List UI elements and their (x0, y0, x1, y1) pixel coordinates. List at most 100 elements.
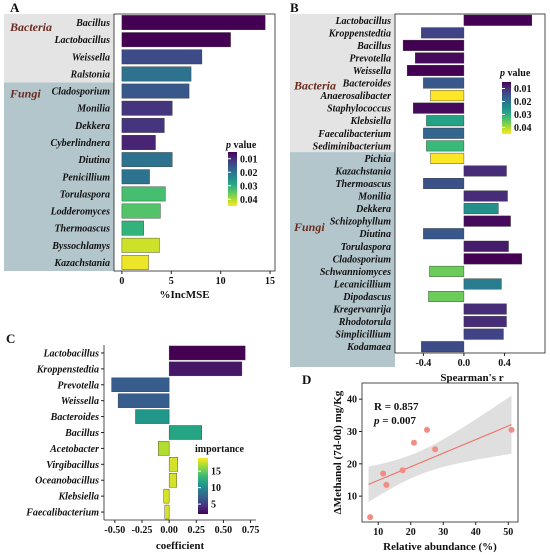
bar-weissella (406, 65, 465, 76)
data-point (383, 481, 390, 488)
bar-schwanniomyces (429, 265, 465, 277)
bar-dipodascus (428, 291, 465, 302)
bar-thermoascus (423, 178, 465, 189)
category-label: Lodderomyces (50, 207, 111, 218)
bar-lactobacillus (121, 32, 231, 48)
colorbar (198, 458, 208, 514)
x-tick-label: -0.4 (415, 358, 431, 369)
panel-d: D 10 20 30 40 50 10 20 30 40 Relative abundance (%… (302, 372, 519, 553)
category-label: Thermoascus (335, 179, 391, 190)
bar-bacteroides (135, 409, 170, 424)
colorbar-tick-label: 5 (211, 500, 216, 511)
bar-weissella (121, 49, 203, 65)
category-label: Bacillus (356, 41, 391, 52)
data-point (399, 467, 406, 474)
group-band (4, 82, 114, 272)
x-tick-label: 10 (216, 276, 226, 287)
bar-kroppenstedtia (421, 27, 465, 39)
bar-bacillus (168, 425, 202, 440)
data-point (432, 446, 439, 453)
category-label: Lactobacillus (53, 35, 110, 46)
bar-thermoascus (121, 220, 144, 236)
x-tick-label: 10 (373, 527, 383, 538)
category-label: Bacteroides (50, 412, 99, 423)
legend-title-rest: value (505, 68, 531, 79)
category-label: Thermoascus (54, 224, 110, 235)
bar-dekkera (121, 117, 165, 133)
category-label: Kazachstania (334, 166, 391, 177)
bar-ralstonia (121, 66, 192, 82)
bar-faecalibacterium (423, 127, 465, 139)
colorbar-tick-label: 0.01 (240, 154, 258, 165)
group-label: Fungi (9, 87, 41, 101)
bar-dekkera (463, 203, 499, 215)
annotation-p-symbol: p (373, 415, 380, 427)
category-label: Faecalibacterium (25, 508, 99, 519)
category-label: Pichia (364, 154, 391, 165)
bar-diutina (423, 228, 465, 240)
group-band (4, 14, 114, 83)
annotation-p-value: = 0.007 (380, 415, 417, 427)
category-label: Diutina (77, 155, 110, 166)
category-label: Simplicillium (335, 330, 391, 341)
category-label: Dekkera (355, 204, 391, 215)
category-label: Prevotella (57, 380, 99, 391)
bar-bacteroides (423, 77, 465, 89)
group-band (290, 152, 395, 367)
category-label: Schwanniomyces (320, 267, 391, 278)
category-label: Cladosporium (333, 254, 392, 265)
data-point (380, 470, 387, 477)
category-label: Cladosporium (52, 87, 111, 98)
plot-frame (361, 382, 519, 523)
panel-b: B Bacteria Fungi LactobacillusKroppenstedti… (290, 0, 546, 384)
panel-label: D (302, 372, 311, 387)
category-label: Acetobacter (49, 444, 99, 455)
panel-a: A Bacteria Fungi Bacillus Lactobacillus Weiss… (4, 0, 276, 301)
category-label: Kregervanrija (332, 305, 391, 316)
x-tick-label: 5 (169, 276, 174, 287)
bar-simplicillium (463, 328, 504, 340)
bar-lodderomyces (121, 203, 161, 219)
bar-klebsiella (163, 488, 170, 504)
category-label: Dipodascus (342, 292, 391, 303)
category-label: Staphylococcus (327, 104, 391, 115)
plot-frame (394, 13, 546, 354)
category-label: Ralstonia (70, 69, 110, 80)
bar-byssochlamys (121, 237, 160, 253)
category-label: Weissella (61, 396, 99, 407)
colorbar-tick-label: 0.04 (240, 195, 258, 206)
x-tick-label: 40 (471, 527, 481, 538)
category-label: Virgibacillus (46, 460, 99, 471)
bar-sediminibacterium (426, 140, 465, 152)
colorbar (228, 152, 237, 206)
category-label: Torulaspora (341, 242, 391, 253)
data-point (508, 426, 515, 433)
category-label: Bacillus (75, 18, 110, 29)
legend-title-p: p (225, 140, 231, 151)
bar-kazachstania (463, 165, 507, 177)
panel-label: A (10, 0, 20, 15)
x-axis-title: Relative abundance (%) (383, 541, 497, 553)
x-axis-title: Spearman's r (440, 372, 503, 384)
colorbar (502, 82, 511, 134)
x-tick-label: 0 (119, 276, 124, 287)
bar-monilia (121, 100, 173, 116)
x-tick-label: 0.50 (215, 525, 233, 536)
panel-label: C (6, 331, 15, 346)
legend-title-p: p (499, 68, 505, 79)
bar-lecanicillium (463, 278, 502, 290)
bar-torulaspora (463, 240, 509, 252)
legend-title: importance (195, 444, 244, 455)
category-label: Kodamaea (346, 342, 391, 353)
group-label: Bacteria (9, 20, 52, 34)
x-tick-label: 0.75 (242, 525, 260, 536)
fit-line (368, 424, 512, 485)
bar-kazachstania (121, 255, 149, 270)
y-tick-label: 30 (347, 427, 357, 438)
bar-cyberlindnera (121, 135, 156, 150)
colorbar-tick-label: 0.04 (514, 123, 532, 134)
category-label: Faecalibacterium (317, 129, 391, 140)
bar-lactobacillus (463, 14, 533, 26)
legend-title: p value (499, 68, 531, 79)
colorbar-tick-label: 0.02 (240, 168, 258, 179)
